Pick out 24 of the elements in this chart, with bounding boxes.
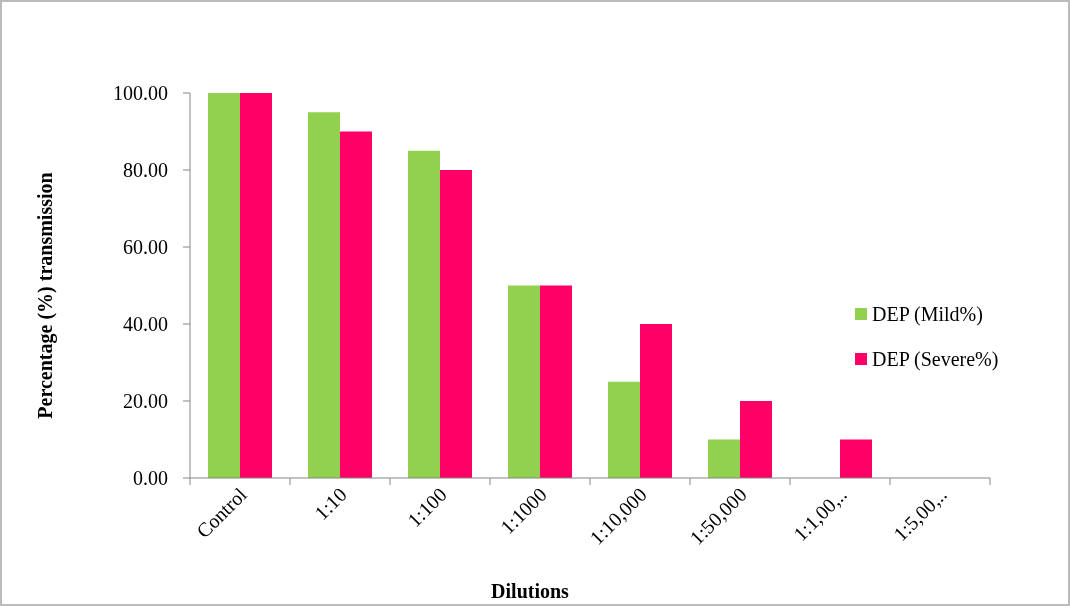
y-tick-label: 100.00 bbox=[113, 82, 168, 104]
legend-label: DEP (Mild%) bbox=[872, 303, 983, 326]
y-tick-label: 20.00 bbox=[123, 390, 168, 412]
bar bbox=[640, 324, 672, 478]
y-tick-label: 0.00 bbox=[133, 467, 168, 489]
bar bbox=[608, 381, 640, 478]
bar bbox=[508, 285, 540, 478]
x-axis-title: Dilutions bbox=[491, 580, 570, 602]
bar bbox=[240, 93, 272, 478]
bar bbox=[740, 401, 772, 478]
bar bbox=[440, 170, 472, 478]
x-tick-label: 1:10 bbox=[310, 483, 351, 524]
bar bbox=[540, 285, 572, 478]
y-tick-label: 40.00 bbox=[123, 313, 168, 335]
legend-label: DEP (Severe%) bbox=[872, 348, 999, 371]
y-axis-title: Percentage (%) transmission bbox=[34, 172, 57, 419]
bar bbox=[208, 93, 240, 478]
bar bbox=[708, 439, 740, 478]
bar bbox=[308, 112, 340, 478]
bar bbox=[340, 131, 372, 478]
y-tick-label: 60.00 bbox=[123, 236, 168, 258]
bar bbox=[840, 439, 872, 478]
bar bbox=[408, 150, 440, 478]
y-tick-label: 80.00 bbox=[123, 159, 168, 181]
